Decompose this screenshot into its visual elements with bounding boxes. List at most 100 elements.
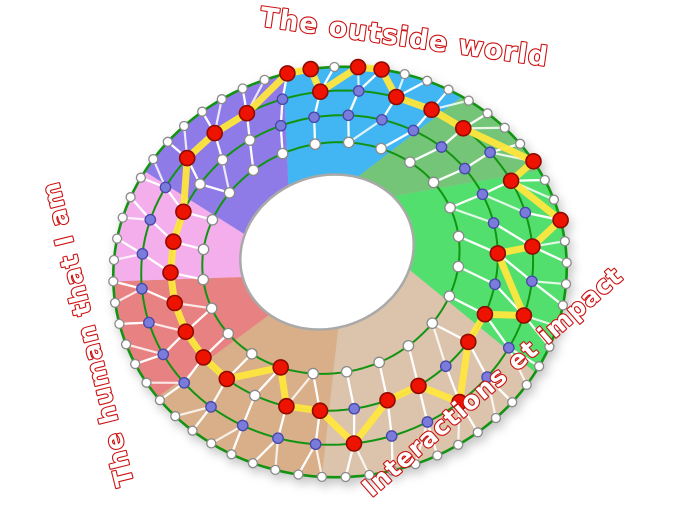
red-node[interactable]	[349, 58, 367, 76]
purple-node[interactable]	[519, 206, 532, 219]
red-node[interactable]	[373, 61, 390, 78]
purple-node[interactable]	[236, 419, 249, 432]
purple-node[interactable]	[157, 348, 170, 361]
red-node[interactable]	[238, 104, 256, 122]
white-node[interactable]	[482, 108, 493, 119]
white-node[interactable]	[247, 164, 260, 177]
white-node[interactable]	[216, 153, 229, 166]
white-node[interactable]	[452, 230, 465, 243]
red-node[interactable]	[502, 172, 520, 190]
white-node[interactable]	[309, 138, 321, 151]
red-node[interactable]	[166, 294, 183, 312]
purple-node[interactable]	[421, 416, 434, 428]
red-node[interactable]	[524, 238, 541, 255]
white-node[interactable]	[452, 260, 465, 273]
sector-tan-light[interactable]	[321, 269, 536, 478]
white-node[interactable]	[226, 449, 237, 460]
red-node[interactable]	[410, 377, 427, 395]
purple-node[interactable]	[159, 181, 172, 194]
purple-node[interactable]	[143, 316, 155, 329]
purple-node[interactable]	[439, 360, 452, 373]
white-node[interactable]	[533, 361, 545, 372]
purple-node[interactable]	[342, 109, 355, 122]
white-node[interactable]	[197, 273, 210, 286]
red-node[interactable]	[345, 435, 363, 452]
purple-node[interactable]	[489, 278, 501, 291]
white-node[interactable]	[216, 94, 227, 105]
white-node[interactable]	[222, 327, 235, 340]
red-node[interactable]	[515, 307, 533, 324]
white-node[interactable]	[249, 389, 261, 402]
purple-node[interactable]	[308, 111, 320, 124]
white-node[interactable]	[111, 233, 123, 244]
purple-node[interactable]	[136, 248, 149, 260]
red-node[interactable]	[311, 83, 329, 100]
white-node[interactable]	[559, 236, 571, 247]
red-node[interactable]	[178, 149, 196, 167]
red-node[interactable]	[175, 203, 192, 221]
white-node[interactable]	[342, 136, 355, 149]
white-node[interactable]	[135, 172, 147, 183]
white-node[interactable]	[444, 201, 456, 214]
white-node[interactable]	[223, 186, 236, 199]
white-node[interactable]	[499, 122, 510, 133]
white-node[interactable]	[402, 339, 415, 352]
white-node[interactable]	[427, 176, 440, 189]
red-node[interactable]	[379, 391, 396, 409]
white-node[interactable]	[364, 469, 375, 481]
red-node[interactable]	[278, 397, 295, 415]
sector-green-dark[interactable]	[357, 96, 540, 197]
white-node[interactable]	[108, 254, 120, 266]
white-node[interactable]	[404, 156, 416, 169]
purple-node[interactable]	[136, 282, 148, 295]
white-node[interactable]	[316, 471, 328, 483]
red-node[interactable]	[162, 264, 179, 281]
purple-node[interactable]	[276, 93, 289, 106]
purple-node[interactable]	[385, 430, 398, 442]
white-node[interactable]	[197, 106, 208, 117]
purple-node[interactable]	[458, 162, 471, 175]
red-node[interactable]	[451, 393, 468, 411]
white-node[interactable]	[187, 425, 198, 436]
white-node[interactable]	[247, 458, 259, 469]
purple-node[interactable]	[205, 401, 217, 413]
white-node[interactable]	[114, 318, 125, 330]
red-node[interactable]	[177, 323, 195, 341]
red-node[interactable]	[476, 305, 494, 323]
red-node[interactable]	[311, 402, 329, 420]
white-node[interactable]	[560, 278, 572, 290]
purple-node[interactable]	[526, 275, 538, 288]
purple-node[interactable]	[435, 141, 448, 153]
purple-node[interactable]	[502, 341, 515, 354]
purple-node[interactable]	[481, 371, 493, 383]
white-node[interactable]	[514, 138, 526, 149]
purple-node[interactable]	[407, 124, 420, 137]
white-node[interactable]	[387, 465, 398, 476]
white-node[interactable]	[373, 356, 386, 369]
white-node[interactable]	[375, 142, 387, 155]
red-node[interactable]	[423, 101, 440, 118]
white-node[interactable]	[109, 297, 121, 308]
white-node[interactable]	[170, 411, 181, 422]
white-node[interactable]	[108, 276, 119, 287]
white-node[interactable]	[426, 317, 439, 330]
white-node[interactable]	[130, 358, 141, 370]
white-node[interactable]	[410, 458, 421, 470]
red-node[interactable]	[454, 120, 472, 137]
purple-node[interactable]	[309, 438, 322, 451]
white-node[interactable]	[270, 464, 281, 476]
red-node[interactable]	[489, 245, 507, 262]
white-node[interactable]	[141, 377, 152, 388]
red-node[interactable]	[459, 333, 477, 351]
red-node[interactable]	[279, 65, 296, 82]
white-node[interactable]	[194, 178, 206, 190]
white-node[interactable]	[148, 153, 159, 165]
purple-node[interactable]	[352, 85, 365, 97]
white-node[interactable]	[548, 194, 560, 205]
white-node[interactable]	[507, 397, 518, 408]
white-node[interactable]	[443, 84, 454, 95]
red-node[interactable]	[218, 370, 236, 388]
white-node[interactable]	[154, 395, 166, 406]
white-node[interactable]	[340, 365, 353, 378]
white-node[interactable]	[340, 471, 351, 483]
